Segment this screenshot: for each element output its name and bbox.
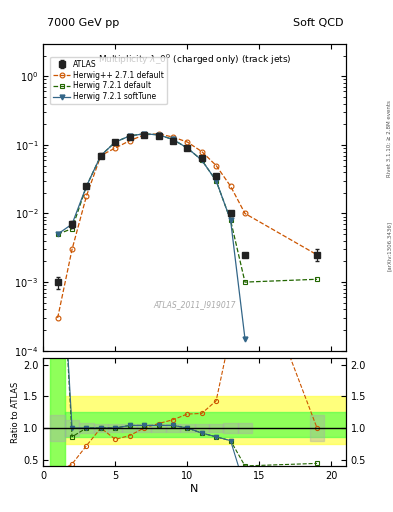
Text: Soft QCD: Soft QCD [294,18,344,28]
Herwig 7.2.1 softTune [214,178,219,184]
Herwig 7.2.1 default [214,178,219,184]
Herwig 7.2.1 softTune [228,217,233,223]
Herwig 7.2.1 softTune [99,153,103,159]
Bar [310,415,324,441]
Herwig++ 2.7.1 default [199,148,204,155]
Text: Rivet 3.1.10; ≥ 2.8M events: Rivet 3.1.10; ≥ 2.8M events [387,100,392,177]
Bar [65,420,79,436]
Bar [209,423,223,433]
Herwig 7.2.1 softTune [113,139,118,145]
Bar [151,423,166,433]
Herwig 7.2.1 default [55,231,60,237]
Bar [50,415,65,441]
Herwig 7.2.1 default [113,139,118,145]
Text: ATLAS_2011_I919017: ATLAS_2011_I919017 [153,300,236,309]
Herwig 7.2.1 softTune [242,335,247,342]
Herwig 7.2.1 softTune [84,183,89,189]
Bar [195,423,209,433]
Bar [166,423,180,433]
Herwig 7.2.1 default [70,226,74,232]
Y-axis label: Ratio to ATLAS: Ratio to ATLAS [11,381,20,443]
Bar [94,423,108,433]
Bar [137,423,151,433]
Text: 7000 GeV pp: 7000 GeV pp [47,18,119,28]
Herwig++ 2.7.1 default [228,183,233,189]
Herwig 7.2.1 default [99,153,103,159]
Herwig++ 2.7.1 default [185,139,190,145]
Herwig 7.2.1 default [127,133,132,139]
Herwig++ 2.7.1 default [142,132,147,138]
Bar [238,423,252,433]
Herwig++ 2.7.1 default [171,134,175,140]
Line: Herwig 7.2.1 default: Herwig 7.2.1 default [55,132,320,285]
Herwig++ 2.7.1 default [55,315,60,321]
Bar [79,423,94,433]
Herwig 7.2.1 default [171,136,175,142]
Herwig 7.2.1 softTune [171,136,175,142]
Line: Herwig++ 2.7.1 default: Herwig++ 2.7.1 default [55,132,320,321]
Bar [108,423,123,433]
Herwig 7.2.1 softTune [55,231,60,237]
Herwig++ 2.7.1 default [84,193,89,199]
Herwig 7.2.1 softTune [127,133,132,139]
Herwig++ 2.7.1 default [315,252,320,258]
Herwig 7.2.1 default [142,131,147,137]
Herwig 7.2.1 default [228,217,233,223]
Bar [50,358,65,466]
Herwig 7.2.1 default [242,279,247,285]
Text: Multiplicity $\lambda\_0^0$ (charged only) (track jets): Multiplicity $\lambda\_0^0$ (charged onl… [98,53,291,67]
Herwig 7.2.1 default [84,183,89,189]
Herwig++ 2.7.1 default [156,131,161,137]
Herwig 7.2.1 softTune [185,145,190,151]
Bar [223,423,238,433]
Herwig++ 2.7.1 default [242,210,247,217]
Legend: ATLAS, Herwig++ 2.7.1 default, Herwig 7.2.1 default, Herwig 7.2.1 softTune: ATLAS, Herwig++ 2.7.1 default, Herwig 7.… [50,56,167,104]
Herwig 7.2.1 default [185,145,190,151]
Herwig++ 2.7.1 default [214,162,219,168]
Herwig 7.2.1 default [315,276,320,282]
Bar [65,396,346,444]
Herwig 7.2.1 softTune [70,221,74,227]
Herwig++ 2.7.1 default [127,138,132,144]
X-axis label: N: N [190,483,199,494]
Bar [180,423,195,433]
Text: [arXiv:1306.3436]: [arXiv:1306.3436] [387,221,392,271]
Herwig 7.2.1 softTune [199,157,204,163]
Herwig 7.2.1 softTune [142,131,147,137]
Herwig 7.2.1 default [156,132,161,138]
Bar [65,412,346,437]
Herwig++ 2.7.1 default [99,153,103,159]
Herwig 7.2.1 softTune [156,132,161,138]
Line: Herwig 7.2.1 softTune: Herwig 7.2.1 softTune [55,132,248,341]
Bar [123,423,137,433]
Herwig++ 2.7.1 default [70,246,74,252]
Bar [50,358,65,466]
Herwig 7.2.1 default [199,157,204,163]
Herwig++ 2.7.1 default [113,145,118,151]
